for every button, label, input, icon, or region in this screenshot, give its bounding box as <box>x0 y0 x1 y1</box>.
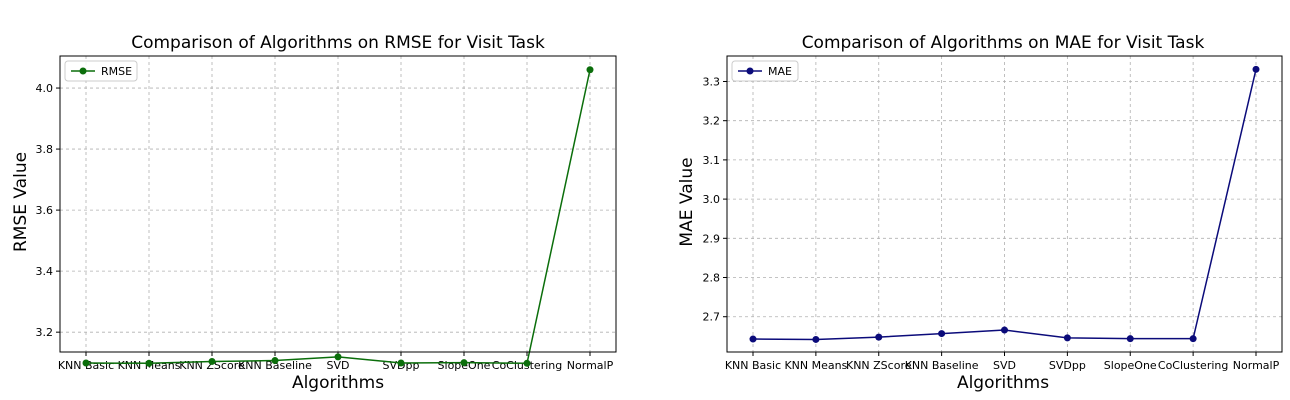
mae-legend-box <box>731 60 799 82</box>
rmse-y-tick-label: 3.4 <box>36 265 54 278</box>
mae-data-point <box>812 335 820 343</box>
mae-legend-label: MAE <box>768 65 792 78</box>
mae-data-point <box>1252 65 1260 73</box>
rmse-legend: RMSE <box>64 60 138 82</box>
mae-y-tick-label: 3.3 <box>703 75 721 88</box>
rmse-legend-marker <box>79 67 87 75</box>
rmse-y-tick-label: 4.0 <box>36 82 54 95</box>
rmse-data-point <box>397 359 405 367</box>
rmse-data-point <box>523 359 531 367</box>
rmse-y-tick-label: 3.8 <box>36 143 54 156</box>
rmse-data-point <box>334 353 342 361</box>
rmse-legend-box <box>64 60 138 82</box>
mae-chart-title: Comparison of Algorithms on MAE for Visi… <box>802 33 1205 53</box>
mae-x-tick-label: SVDpp <box>1049 359 1086 372</box>
mae-plot-frame <box>726 55 1283 353</box>
rmse-grid <box>60 56 616 352</box>
rmse-y-axis-label: RMSE Value <box>11 152 31 252</box>
mae-x-tick-label: KNN Basic <box>725 359 781 372</box>
mae-data-point <box>1063 334 1071 342</box>
rmse-plot-frame <box>59 55 617 353</box>
rmse-series-line <box>85 69 591 365</box>
mae-grid <box>727 56 1282 352</box>
mae-legend-marker <box>746 67 754 75</box>
rmse-series <box>82 66 594 367</box>
rmse-legend-label: RMSE <box>101 65 132 78</box>
mae-x-tick-label: NormalP <box>1233 359 1280 372</box>
mae-data-point <box>749 335 757 343</box>
mae-y-tick-label: 2.8 <box>703 272 721 285</box>
mae-data-point <box>1001 326 1008 334</box>
rmse-y-tick-label: 3.6 <box>36 204 54 217</box>
mae-x-tick-label: KNN ZScore <box>846 359 912 372</box>
rmse-data-point <box>82 359 90 367</box>
rmse-data-point <box>271 357 279 365</box>
mae-y-tick-label: 3.2 <box>703 115 721 128</box>
mae-legend: MAE <box>731 60 799 82</box>
mae-series <box>749 65 1260 343</box>
rmse-data-point <box>145 359 153 367</box>
mae-y-tick-label: 2.7 <box>703 311 721 324</box>
rmse-data-point <box>208 357 216 365</box>
rmse-x-tick-label: SVD <box>327 359 350 372</box>
rmse-data-point <box>586 66 594 74</box>
mae-data-point <box>1126 335 1134 343</box>
mae-y-tick-label: 3.1 <box>703 154 721 167</box>
rmse-y-tick-label: 3.2 <box>36 326 54 339</box>
mae-y-axis-label: MAE Value <box>677 157 697 246</box>
mae-x-tick-label: KNN Baseline <box>905 359 979 372</box>
rmse-x-tick-label: NormalP <box>567 359 614 372</box>
mae-x-tick-label: CoClustering <box>1158 359 1228 372</box>
rmse-x-axis-label: Algorithms <box>292 373 384 393</box>
rmse-chart: Comparison of Algorithms on RMSE for Vis… <box>11 33 617 393</box>
mae-data-point <box>875 333 883 341</box>
mae-data-point <box>1189 335 1197 343</box>
rmse-data-point <box>460 359 468 367</box>
rmse-x-tick-label: KNN Baseline <box>238 359 312 372</box>
mae-y-tick-label: 3.0 <box>703 193 721 206</box>
mae-x-axis-label: Algorithms <box>957 373 1049 393</box>
rmse-chart-title: Comparison of Algorithms on RMSE for Vis… <box>131 33 545 53</box>
mae-x-tick-label: KNN Means <box>784 359 847 372</box>
mae-y-tick-label: 2.9 <box>703 232 721 245</box>
mae-data-point <box>938 330 946 338</box>
mae-x-tick-label: SlopeOne <box>1104 359 1157 372</box>
mae-chart: Comparison of Algorithms on MAE for Visi… <box>677 33 1283 393</box>
mae-x-tick-label: SVD <box>993 359 1016 372</box>
